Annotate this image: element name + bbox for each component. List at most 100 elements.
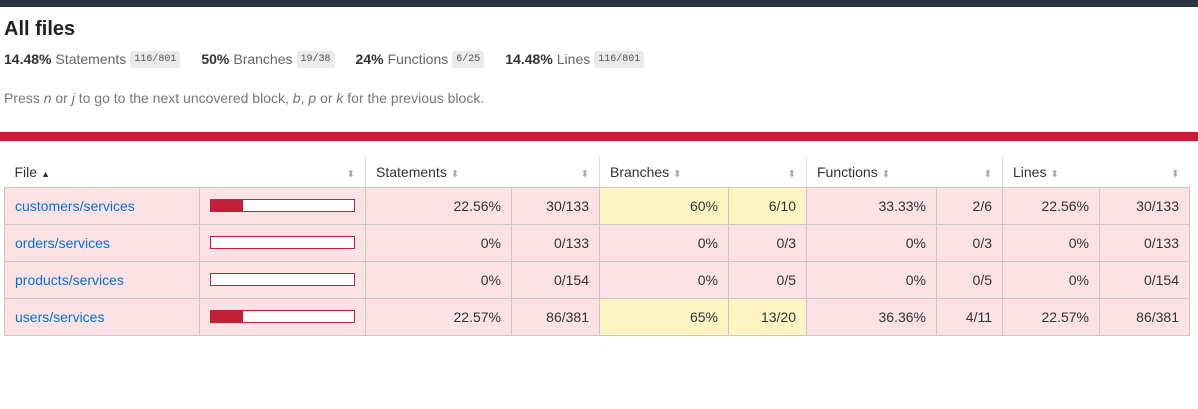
table-row: orders/services 0% 0/133 0% 0/3 0% 0/3 0… bbox=[4, 223, 1190, 262]
coverage-bar-fill bbox=[211, 311, 244, 322]
branches-fraction: 0/5 bbox=[728, 260, 807, 299]
lines-fraction: 86/381 bbox=[1099, 297, 1190, 336]
file-cell: products/services bbox=[4, 260, 200, 299]
statements-pct: 22.57% bbox=[365, 297, 512, 336]
col-header-branches-fraction[interactable]: ⬍ bbox=[728, 157, 807, 188]
file-link[interactable]: products/services bbox=[15, 271, 124, 288]
branches-fraction: 6/10 bbox=[728, 186, 807, 225]
col-header-branches[interactable]: Branches ⬍ bbox=[599, 157, 729, 188]
col-header-statements-fraction[interactable]: ⬍ bbox=[511, 157, 600, 188]
functions-pct: 36.36% bbox=[806, 297, 937, 336]
coverage-bar-fill bbox=[211, 200, 244, 211]
coverage-table-container: File ▲ ⬍ Statements ⬍ ⬍ Branches ⬍ ⬍ bbox=[0, 157, 1198, 336]
header: All files 14.48% Statements 116/801 50% … bbox=[0, 17, 1198, 108]
file-cell: orders/services bbox=[4, 223, 200, 262]
col-header-statements[interactable]: Statements ⬍ bbox=[365, 157, 512, 188]
page-title: All files bbox=[4, 18, 76, 40]
table-row: users/services 22.57% 86/381 65% 13/20 3… bbox=[4, 297, 1190, 336]
file-link[interactable]: orders/services bbox=[15, 234, 110, 251]
summary-label: Branches bbox=[233, 51, 293, 67]
coverage-bar bbox=[210, 236, 355, 249]
key-p: p bbox=[308, 90, 317, 106]
file-cell: customers/services bbox=[4, 186, 200, 225]
statements-pct: 0% bbox=[365, 260, 512, 299]
coverage-table: File ▲ ⬍ Statements ⬍ ⬍ Branches ⬍ ⬍ bbox=[4, 157, 1190, 336]
summary-pct: 14.48% bbox=[4, 51, 52, 67]
summary-fraction: 116/801 bbox=[130, 50, 181, 68]
col-header-label: Statements bbox=[376, 163, 447, 180]
lines-pct: 22.56% bbox=[1002, 186, 1100, 225]
coverage-status-strip bbox=[0, 132, 1198, 141]
summary-lines: 14.48% Lines 116/801 bbox=[505, 50, 645, 68]
sort-icon: ⬍ bbox=[787, 168, 796, 180]
coverage-bar bbox=[210, 273, 355, 286]
coverage-bar-cell bbox=[199, 223, 366, 262]
lines-pct: 0% bbox=[1002, 260, 1100, 299]
col-header-label: Branches bbox=[610, 163, 670, 180]
col-header-lines-fraction[interactable]: ⬍ bbox=[1099, 157, 1190, 188]
summary-label: Lines bbox=[556, 51, 591, 67]
functions-pct: 0% bbox=[806, 223, 937, 262]
col-header-lines[interactable]: Lines ⬍ bbox=[1002, 157, 1100, 188]
functions-fraction: 0/5 bbox=[936, 260, 1003, 299]
coverage-summary: 14.48% Statements 116/801 50% Branches 1… bbox=[4, 50, 1194, 68]
statements-fraction: 0/154 bbox=[511, 260, 600, 299]
table-row: products/services 0% 0/154 0% 0/5 0% 0/5… bbox=[4, 260, 1190, 299]
col-header-label: File bbox=[14, 163, 38, 180]
summary-fraction: 116/801 bbox=[594, 50, 645, 68]
lines-fraction: 0/133 bbox=[1099, 223, 1190, 262]
key-k: k bbox=[336, 90, 344, 106]
functions-fraction: 0/3 bbox=[936, 223, 1003, 262]
functions-fraction: 4/11 bbox=[936, 297, 1003, 336]
file-cell: users/services bbox=[4, 297, 200, 336]
statements-fraction: 0/133 bbox=[511, 223, 600, 262]
statements-pct: 0% bbox=[365, 223, 512, 262]
key-j: j bbox=[71, 90, 75, 106]
coverage-bar-cell bbox=[199, 260, 366, 299]
sort-icon: ⬍ bbox=[1050, 168, 1059, 180]
statements-fraction: 30/133 bbox=[511, 186, 600, 225]
col-header-label: Lines bbox=[1013, 163, 1047, 180]
col-header-functions[interactable]: Functions ⬍ bbox=[806, 157, 937, 188]
sort-icon: ⬍ bbox=[1171, 168, 1180, 180]
branches-pct: 0% bbox=[599, 223, 729, 262]
table-row: customers/services 22.56% 30/133 60% 6/1… bbox=[4, 186, 1190, 225]
sort-ascending-icon: ▲ bbox=[41, 168, 50, 179]
key-n: n bbox=[43, 90, 52, 106]
functions-pct: 0% bbox=[806, 260, 937, 299]
summary-branches: 50% Branches 19/38 bbox=[201, 50, 335, 68]
col-header-coverage-bar[interactable]: ⬍ bbox=[199, 157, 366, 188]
sort-icon: ⬍ bbox=[881, 168, 891, 180]
functions-fraction: 2/6 bbox=[936, 186, 1003, 225]
summary-pct: 24% bbox=[355, 51, 384, 67]
sort-icon: ⬍ bbox=[580, 168, 589, 180]
summary-statements: 14.48% Statements 116/801 bbox=[4, 50, 181, 68]
summary-fraction: 6/25 bbox=[452, 50, 485, 68]
file-link[interactable]: users/services bbox=[15, 308, 105, 325]
coverage-bar bbox=[210, 310, 355, 323]
branches-pct: 65% bbox=[599, 297, 729, 336]
lines-fraction: 30/133 bbox=[1099, 186, 1190, 225]
statements-pct: 22.56% bbox=[365, 186, 512, 225]
col-header-file[interactable]: File ▲ bbox=[4, 157, 200, 188]
lines-pct: 22.57% bbox=[1002, 297, 1100, 336]
col-header-functions-fraction[interactable]: ⬍ bbox=[936, 157, 1003, 188]
keyboard-hint: Press n or j to go to the next uncovered… bbox=[4, 90, 485, 106]
lines-fraction: 0/154 bbox=[1099, 260, 1190, 299]
summary-pct: 14.48% bbox=[505, 51, 553, 67]
statements-fraction: 86/381 bbox=[511, 297, 600, 336]
coverage-bar bbox=[210, 199, 355, 212]
summary-label: Functions bbox=[387, 51, 449, 67]
sort-icon: ⬍ bbox=[346, 168, 355, 180]
top-bar bbox=[0, 0, 1198, 7]
col-header-label: Functions bbox=[817, 163, 878, 180]
summary-label: Statements bbox=[55, 51, 127, 67]
file-link[interactable]: customers/services bbox=[15, 197, 135, 214]
coverage-bar-cell bbox=[199, 297, 366, 336]
sort-icon: ⬍ bbox=[450, 168, 460, 180]
sort-icon: ⬍ bbox=[983, 168, 992, 180]
summary-pct: 50% bbox=[201, 51, 230, 67]
key-b: b bbox=[292, 90, 301, 106]
coverage-bar-cell bbox=[199, 186, 366, 225]
branches-pct: 60% bbox=[599, 186, 729, 225]
